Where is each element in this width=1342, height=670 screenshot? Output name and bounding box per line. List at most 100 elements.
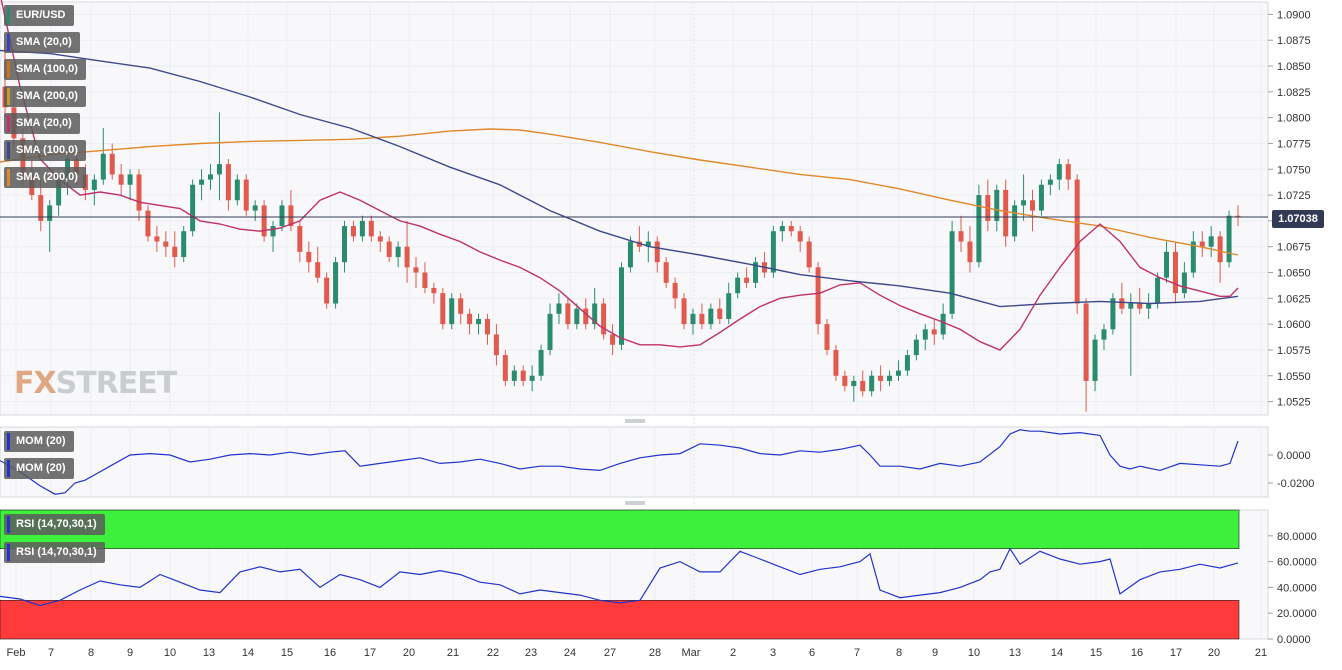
x-tick-label: 27 <box>604 647 616 659</box>
candle <box>493 324 499 366</box>
candle <box>377 231 383 252</box>
candle <box>1190 231 1196 278</box>
legend-item[interactable]: RSI (14,70,30,1) <box>4 514 105 535</box>
candle <box>976 184 982 268</box>
legend-label: RSI (14,70,30,1) <box>16 518 97 530</box>
candle <box>878 365 884 392</box>
candle <box>842 370 848 392</box>
candle <box>136 169 142 221</box>
rsi-y-tick-label: 20.0000 <box>1277 608 1317 620</box>
candle <box>1199 231 1205 258</box>
candle <box>1164 241 1170 283</box>
legend-color-swatch <box>7 460 10 477</box>
candle <box>788 220 794 237</box>
candle <box>190 179 196 237</box>
candle <box>654 236 660 273</box>
candle <box>824 318 830 356</box>
y-tick-label: 1.0575 <box>1277 345 1311 357</box>
legend-label: SMA (20,0) <box>16 36 72 48</box>
rsi-y-tick-label: 80.0000 <box>1277 531 1317 543</box>
candle <box>1092 334 1098 392</box>
x-tick-label: 16 <box>1131 647 1143 659</box>
legend-item[interactable]: SMA (20,0) <box>4 113 80 134</box>
candle <box>601 298 607 340</box>
legend-item[interactable]: SMA (20,0) <box>4 32 80 53</box>
candle <box>681 293 687 330</box>
candle <box>958 215 964 252</box>
candle <box>243 174 249 216</box>
legend-label: SMA (200,0) <box>16 90 78 102</box>
x-tick-label: 17 <box>1170 647 1182 659</box>
candle <box>484 313 490 345</box>
rsi-y-tick-label: 0.0000 <box>1277 634 1311 646</box>
candle <box>306 241 312 273</box>
x-tick-label: 20 <box>1208 647 1220 659</box>
x-tick-label: 28 <box>649 647 661 659</box>
candle <box>627 236 633 273</box>
candle <box>172 231 178 268</box>
candle <box>1235 205 1241 227</box>
legend-item[interactable]: SMA (100,0) <box>4 140 86 161</box>
candle <box>690 308 696 335</box>
legend-color-swatch <box>7 88 10 105</box>
candle <box>368 215 374 242</box>
candle <box>216 112 222 201</box>
legend-item[interactable]: SMA (100,0) <box>4 59 86 80</box>
sma-100-line <box>0 49 1239 308</box>
candle <box>1208 226 1214 258</box>
candle <box>1003 179 1009 247</box>
candle <box>1038 179 1044 216</box>
candle <box>100 127 106 185</box>
candle <box>1217 231 1223 283</box>
candle <box>1110 293 1116 335</box>
candle <box>1172 241 1178 304</box>
y-tick-label: 1.0650 <box>1277 268 1311 280</box>
legend-item[interactable]: SMA (200,0) <box>4 86 86 107</box>
candle <box>547 303 553 356</box>
candle <box>833 344 839 381</box>
candle <box>1012 200 1018 242</box>
x-tick-label: 6 <box>809 647 815 659</box>
candle <box>753 257 759 289</box>
candle <box>851 375 857 402</box>
candle <box>502 349 508 387</box>
legend-item[interactable]: RSI (14,70,30,1) <box>4 542 105 563</box>
x-tick-label: 21 <box>447 647 459 659</box>
legend-label: MOM (20) <box>16 435 66 447</box>
legend-color-swatch <box>7 7 10 24</box>
x-tick-label: 23 <box>525 647 537 659</box>
candle <box>163 231 169 258</box>
candle <box>297 220 303 263</box>
x-tick-label: 10 <box>164 647 176 659</box>
x-tick-label: 21 <box>1255 647 1267 659</box>
candle <box>556 293 562 325</box>
legend-color-swatch <box>7 115 10 132</box>
candle <box>726 282 732 325</box>
x-tick-label: 9 <box>932 647 938 659</box>
candle <box>1119 282 1125 314</box>
legend-item[interactable]: SMA (200,0) <box>4 167 86 188</box>
legend-item[interactable]: MOM (20) <box>4 458 74 479</box>
x-tick-label: 13 <box>1009 647 1021 659</box>
legend-color-swatch <box>7 61 10 78</box>
candle <box>350 220 356 242</box>
x-tick-label: 15 <box>1090 647 1102 659</box>
legend-color-swatch <box>7 516 10 533</box>
candle <box>895 360 901 381</box>
mom-y-tick-label: -0.0200 <box>1277 478 1314 490</box>
candle <box>270 220 276 252</box>
candle <box>413 257 419 289</box>
splitter-1[interactable] <box>625 419 645 423</box>
candle <box>467 308 473 335</box>
candle <box>1056 158 1062 190</box>
candle <box>449 293 455 330</box>
x-tick-label: Feb <box>7 647 26 659</box>
splitter-2[interactable] <box>625 501 645 505</box>
x-tick-label: 14 <box>1051 647 1063 659</box>
legend-item[interactable]: EUR/USD <box>4 5 74 26</box>
legend-item[interactable]: MOM (20) <box>4 431 74 452</box>
candle <box>574 303 580 330</box>
candle <box>797 226 803 252</box>
candle <box>1137 288 1143 314</box>
